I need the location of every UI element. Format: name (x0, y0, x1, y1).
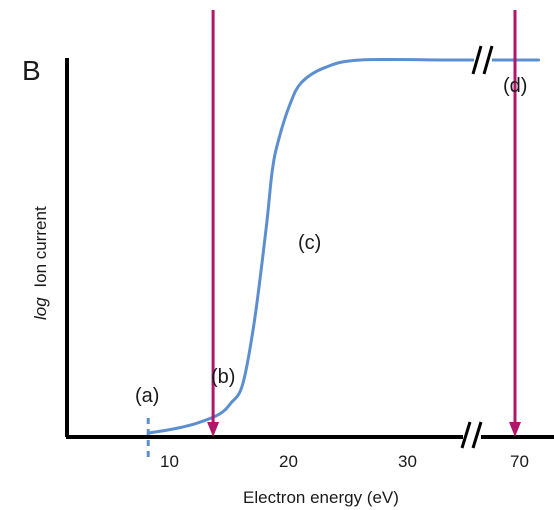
vertical-arrowhead-2 (509, 422, 521, 437)
annotation-c: (c) (298, 232, 321, 254)
y-axis-title: log Ion current (31, 206, 50, 320)
x-tick-label-10: 10 (160, 452, 179, 471)
x-tick-label-70: 70 (510, 452, 529, 471)
annotation-a: (a) (135, 385, 159, 407)
y-axis-title-log: log (31, 297, 50, 320)
x-tick-label-30: 30 (398, 452, 417, 471)
annotation-b: (b) (211, 366, 235, 388)
x-tick-label-20: 20 (279, 452, 298, 471)
panel-label: B (22, 55, 41, 86)
x-axis-break (460, 420, 483, 450)
annotation-d: (d) (503, 75, 527, 97)
vertical-arrowhead-1 (207, 422, 220, 437)
vertical-markers (207, 10, 521, 437)
x-axis-title: Electron energy (eV) (243, 488, 399, 507)
curve-break (471, 44, 494, 75)
ion-current-curve (146, 57, 541, 435)
y-axis-title-rest: Ion current (31, 206, 50, 288)
